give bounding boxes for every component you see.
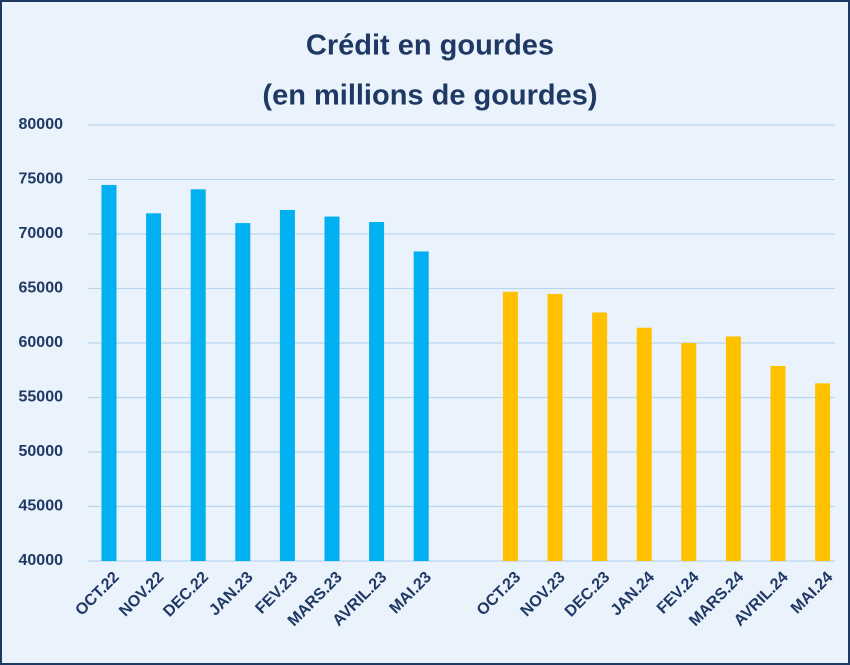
- bar: [101, 184, 117, 561]
- chart-subtitle: (en millions de gourdes): [262, 80, 597, 112]
- bar: [636, 327, 652, 561]
- chart-title: Crédit en gourdes: [306, 30, 554, 62]
- y-tick-label: 75000: [19, 171, 64, 188]
- bar: [324, 216, 340, 561]
- bar: [815, 383, 831, 561]
- y-tick-label: 40000: [19, 552, 64, 569]
- bar: [547, 293, 563, 561]
- y-tick-label: 55000: [19, 389, 64, 406]
- y-tick-label: 50000: [19, 443, 64, 460]
- y-tick-label: 70000: [19, 225, 64, 242]
- bar: [190, 189, 206, 561]
- y-tick-label: 60000: [19, 334, 64, 351]
- bar: [146, 213, 162, 562]
- y-tick-label: 45000: [19, 498, 64, 515]
- y-tick-label: 65000: [19, 280, 64, 297]
- bar: [413, 251, 429, 561]
- bar: [235, 223, 251, 561]
- y-tick-label: 80000: [19, 116, 64, 133]
- bar: [592, 312, 608, 561]
- bar: [502, 291, 518, 561]
- bar: [279, 210, 295, 561]
- bar: [369, 222, 385, 561]
- bar: [681, 343, 697, 561]
- bar: [725, 336, 741, 561]
- bar: [770, 365, 786, 561]
